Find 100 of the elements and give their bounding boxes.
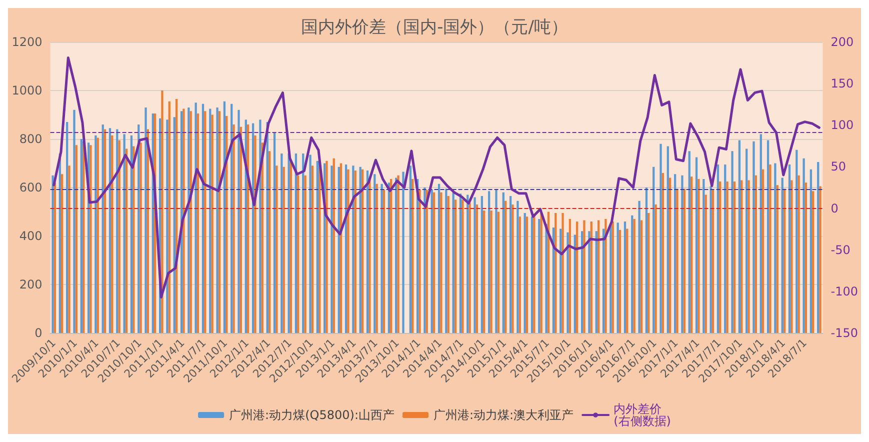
bar	[554, 212, 557, 333]
bar	[595, 231, 598, 333]
bar	[748, 180, 750, 333]
bar	[440, 192, 442, 333]
bar	[359, 166, 362, 333]
bar	[96, 138, 99, 333]
bar	[497, 212, 500, 333]
bar	[796, 150, 798, 333]
bar	[631, 215, 634, 333]
bar	[683, 188, 686, 333]
bar	[297, 175, 300, 333]
bar	[568, 219, 571, 333]
bar	[125, 148, 128, 333]
bar	[382, 190, 386, 333]
bar	[259, 120, 262, 333]
bar	[804, 182, 808, 333]
bar	[752, 141, 755, 333]
bar	[798, 175, 800, 333]
bar	[581, 231, 584, 333]
bar	[94, 135, 97, 333]
bar	[474, 197, 476, 333]
bar	[462, 200, 464, 333]
y2-tick-label: 50	[830, 160, 846, 174]
line-series	[52, 56, 820, 298]
bar	[483, 210, 486, 333]
bar	[166, 120, 168, 333]
bar	[332, 158, 335, 333]
bar	[374, 174, 376, 333]
bar	[626, 228, 628, 333]
bar	[468, 203, 471, 333]
bar	[776, 185, 778, 333]
bar	[509, 196, 512, 333]
legend-label: 内外差价 (右侧数据)	[614, 402, 671, 428]
bar	[512, 204, 514, 333]
bar	[380, 184, 383, 333]
bar	[388, 182, 390, 333]
y-tick-label: 600	[19, 180, 42, 194]
bar	[645, 188, 648, 333]
bar	[704, 194, 707, 333]
y2-tick-label: 150	[830, 76, 854, 91]
bar	[802, 158, 805, 333]
bar	[338, 166, 340, 333]
bar	[612, 221, 614, 333]
bar	[268, 151, 271, 333]
bar	[276, 166, 278, 333]
bar	[196, 114, 200, 333]
y2-tick-label: -100	[830, 284, 858, 298]
bar	[144, 107, 147, 333]
bar	[90, 145, 92, 333]
bar	[769, 164, 772, 333]
bar	[402, 172, 404, 333]
bar	[75, 145, 78, 333]
bar	[466, 194, 469, 333]
bar	[432, 192, 436, 333]
bar	[524, 212, 526, 333]
bar	[397, 175, 400, 333]
bar	[731, 151, 734, 333]
y-tick-label: 1200	[12, 35, 42, 49]
bar	[361, 169, 364, 333]
bar	[562, 212, 564, 333]
bar	[366, 170, 369, 333]
bar	[716, 164, 720, 333]
bar	[540, 212, 542, 333]
bar	[588, 231, 590, 333]
bar	[390, 179, 392, 333]
bar	[576, 221, 578, 333]
bar	[204, 111, 206, 333]
bar	[168, 101, 170, 333]
bar	[311, 166, 314, 333]
y-tick-label: 200	[19, 278, 42, 292]
bar	[395, 178, 398, 333]
bar	[766, 140, 770, 333]
bar	[712, 190, 714, 333]
bar	[254, 135, 256, 333]
y-tick-label: 800	[19, 132, 42, 146]
bar	[597, 220, 600, 333]
bar	[188, 107, 190, 333]
bar	[648, 212, 650, 333]
bar	[488, 191, 490, 333]
bar	[819, 186, 822, 333]
bar	[530, 216, 534, 333]
bar	[294, 154, 298, 333]
bar	[232, 124, 235, 333]
bar	[480, 196, 484, 333]
bar	[668, 178, 672, 333]
bar	[652, 166, 655, 333]
bar	[216, 107, 218, 333]
bar	[774, 163, 776, 333]
bar	[754, 175, 757, 333]
bar	[638, 200, 640, 333]
bar	[676, 188, 678, 333]
bar	[666, 146, 669, 333]
bar	[280, 154, 283, 333]
bar	[504, 200, 507, 333]
bar	[688, 151, 690, 333]
bar	[273, 132, 276, 333]
bar	[445, 188, 448, 333]
bar	[238, 110, 240, 333]
bar	[674, 174, 676, 333]
bar	[130, 135, 133, 333]
